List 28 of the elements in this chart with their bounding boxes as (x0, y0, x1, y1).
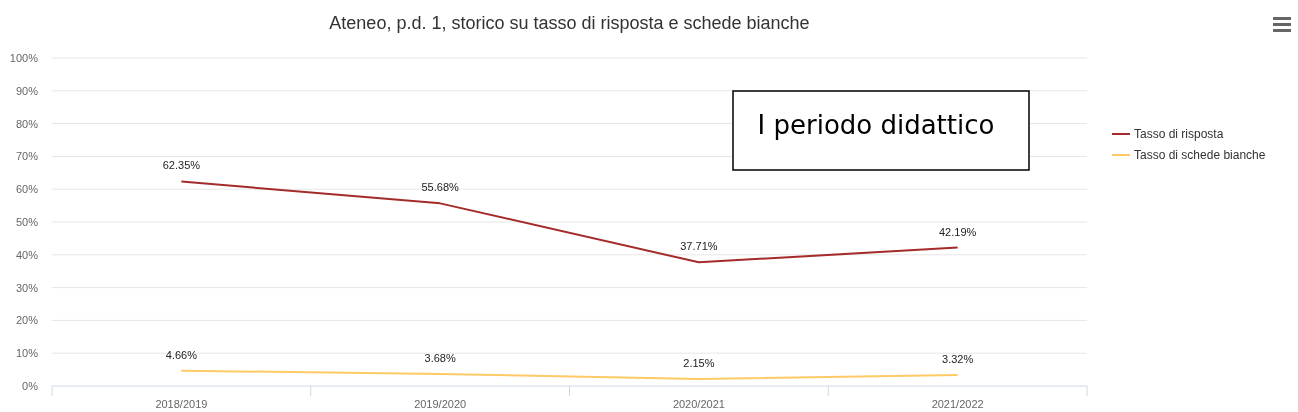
legend-label: Tasso di schede bianche (1134, 148, 1266, 162)
data-label: 2.15% (683, 356, 715, 369)
x-tick-label: 2020/2021 (672, 398, 725, 410)
y-tick-label: 0% (22, 380, 39, 392)
data-label: 62.35% (162, 159, 201, 172)
line-series (180, 369, 959, 380)
data-label: 37.71% (680, 240, 718, 253)
x-tick-label: 2021/2022 (931, 398, 984, 410)
y-tick-label: 80% (15, 117, 39, 130)
data-label: 3.32% (942, 353, 974, 366)
y-tick-label: 90% (15, 84, 39, 97)
y-tick-label: 10% (15, 347, 39, 360)
y-tick-label: 20% (15, 314, 39, 327)
y-tick-label: 60% (15, 183, 39, 196)
x-tick-label: 2019/2020 (414, 398, 467, 410)
legend-label: Tasso di risposta (1134, 127, 1224, 141)
annotation: I periodo didattico (757, 110, 995, 140)
data-label: 42.19% (938, 225, 977, 238)
data-label: 3.68% (424, 351, 456, 364)
y-tick-label: 100% (9, 52, 39, 64)
y-tick-label: 30% (15, 281, 39, 294)
chart-title: Ateneo, p.d. 1, storico su tasso di risposta e schede bianche (329, 13, 810, 33)
y-tick-label: 70% (15, 150, 39, 163)
y-tick-label: 40% (15, 248, 39, 261)
x-tick-label: 2018/2019 (155, 398, 208, 410)
data-label: 4.66% (165, 348, 198, 361)
data-label: 55.68% (421, 181, 459, 194)
y-tick-label: 50% (15, 216, 39, 228)
